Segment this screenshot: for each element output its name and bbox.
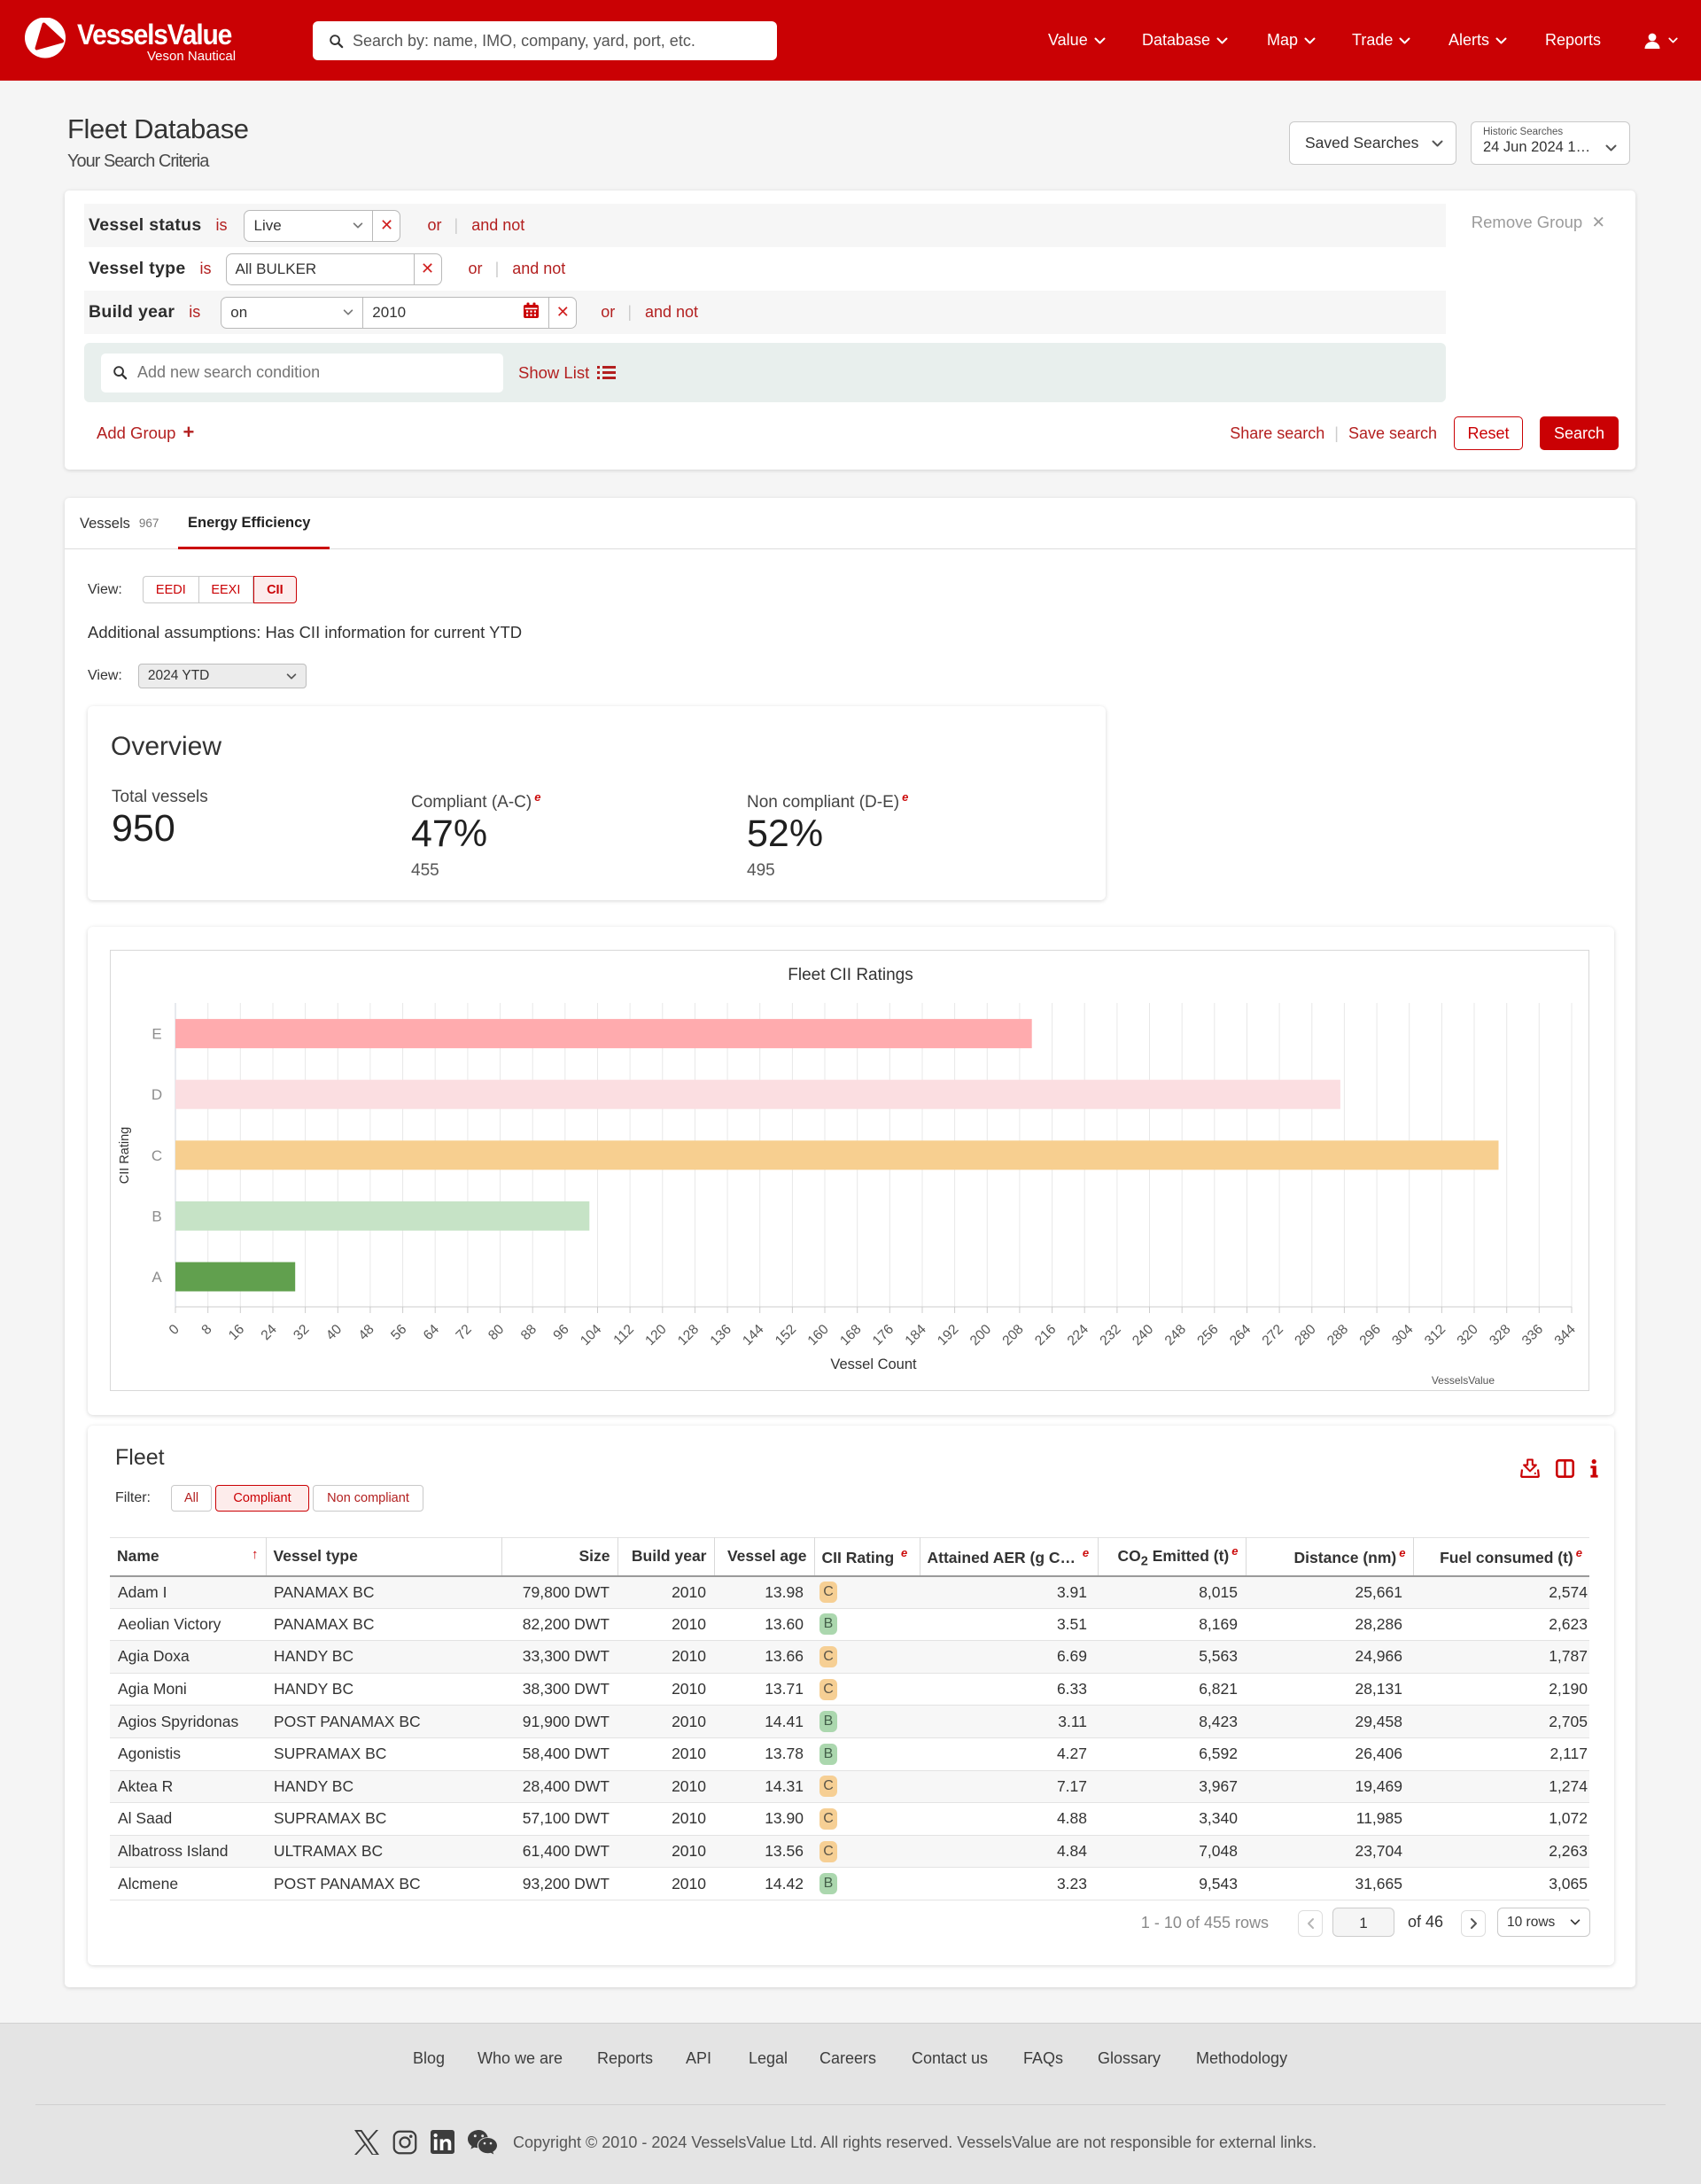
svg-text:64: 64 bbox=[421, 1322, 442, 1343]
svg-text:72: 72 bbox=[454, 1322, 475, 1343]
svg-text:248: 248 bbox=[1162, 1322, 1189, 1348]
svg-text:A: A bbox=[151, 1269, 162, 1286]
svg-text:48: 48 bbox=[356, 1322, 377, 1343]
svg-text:80: 80 bbox=[485, 1322, 507, 1343]
svg-text:344: 344 bbox=[1552, 1322, 1580, 1349]
svg-text:E: E bbox=[151, 1026, 161, 1043]
svg-text:200: 200 bbox=[967, 1322, 995, 1349]
svg-text:0: 0 bbox=[167, 1322, 183, 1338]
svg-text:112: 112 bbox=[610, 1322, 636, 1348]
svg-text:56: 56 bbox=[388, 1322, 409, 1343]
svg-text:136: 136 bbox=[708, 1322, 734, 1348]
svg-text:D: D bbox=[151, 1086, 162, 1103]
svg-text:88: 88 bbox=[518, 1322, 540, 1343]
svg-text:168: 168 bbox=[837, 1322, 864, 1348]
svg-text:40: 40 bbox=[323, 1322, 345, 1343]
svg-text:272: 272 bbox=[1260, 1322, 1286, 1348]
svg-text:216: 216 bbox=[1032, 1322, 1059, 1348]
svg-text:280: 280 bbox=[1292, 1322, 1319, 1349]
svg-text:Vessel Count: Vessel Count bbox=[830, 1356, 917, 1372]
svg-text:120: 120 bbox=[642, 1322, 670, 1349]
svg-text:224: 224 bbox=[1065, 1322, 1092, 1349]
svg-text:96: 96 bbox=[550, 1322, 571, 1343]
svg-text:240: 240 bbox=[1130, 1322, 1157, 1349]
svg-text:176: 176 bbox=[870, 1322, 897, 1348]
svg-text:336: 336 bbox=[1519, 1322, 1546, 1348]
svg-text:8: 8 bbox=[198, 1322, 214, 1338]
svg-text:184: 184 bbox=[903, 1322, 930, 1349]
svg-text:104: 104 bbox=[578, 1322, 605, 1349]
svg-text:152: 152 bbox=[773, 1322, 799, 1348]
svg-text:32: 32 bbox=[291, 1322, 312, 1343]
svg-text:192: 192 bbox=[935, 1322, 961, 1348]
svg-text:CII Rating: CII Rating bbox=[118, 1127, 132, 1184]
svg-text:16: 16 bbox=[226, 1322, 247, 1343]
svg-text:B: B bbox=[151, 1208, 161, 1224]
svg-text:24: 24 bbox=[259, 1322, 280, 1343]
svg-text:144: 144 bbox=[740, 1322, 767, 1349]
svg-text:232: 232 bbox=[1097, 1322, 1123, 1348]
svg-text:128: 128 bbox=[675, 1322, 702, 1348]
svg-text:VesselsValue: VesselsValue bbox=[1432, 1374, 1495, 1387]
svg-text:296: 296 bbox=[1357, 1322, 1384, 1348]
svg-text:Fleet CII Ratings: Fleet CII Ratings bbox=[788, 966, 913, 984]
svg-text:312: 312 bbox=[1422, 1322, 1449, 1348]
svg-text:C: C bbox=[151, 1147, 162, 1164]
svg-text:256: 256 bbox=[1194, 1322, 1221, 1348]
svg-text:320: 320 bbox=[1455, 1322, 1482, 1349]
svg-text:264: 264 bbox=[1227, 1322, 1254, 1349]
svg-text:288: 288 bbox=[1324, 1322, 1351, 1348]
svg-text:160: 160 bbox=[805, 1322, 833, 1349]
svg-text:208: 208 bbox=[999, 1322, 1026, 1348]
svg-text:304: 304 bbox=[1389, 1322, 1417, 1349]
svg-text:328: 328 bbox=[1487, 1322, 1513, 1348]
